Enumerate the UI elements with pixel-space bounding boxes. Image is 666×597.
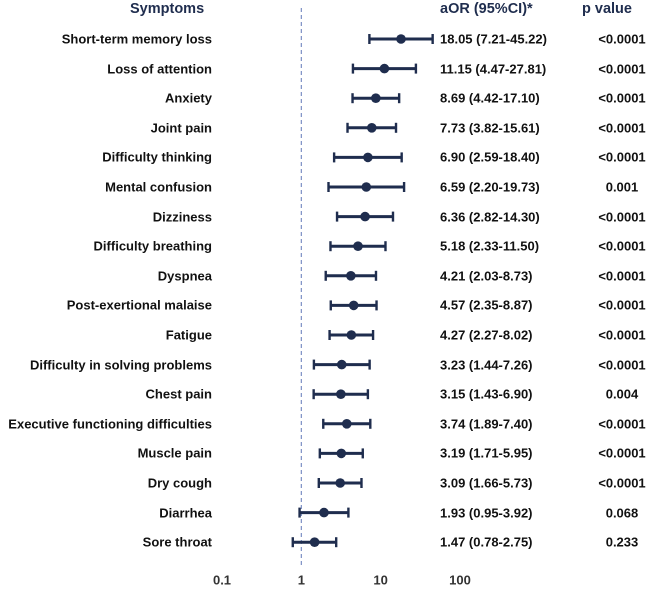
p-value: <0.0001 (598, 238, 646, 254)
p-value-header: p value (582, 1, 632, 17)
aor-ci-value: 6.59 (2.20-19.73) (440, 179, 540, 195)
p-value: 0.004 (605, 386, 639, 402)
p-value: 0.068 (605, 505, 639, 521)
point-estimate (319, 507, 329, 518)
p-value: <0.0001 (598, 31, 646, 47)
point-estimate (335, 478, 346, 488)
symptom-label: Short-term memory loss (61, 31, 212, 47)
aor-ci-value: 3.74 (1.89-7.40) (440, 416, 533, 432)
x-tick-label: 100 (449, 572, 471, 588)
aor-ci-value: 1.47 (0.78-2.75) (440, 534, 533, 550)
p-value: <0.0001 (598, 268, 646, 284)
symptom-label: Loss of attention (107, 61, 212, 77)
aor-ci-value: 11.15 (4.47-27.81) (440, 61, 547, 77)
aor-ci-value: 4.57 (2.35-8.87) (440, 297, 533, 313)
aor-ci-value: 3.19 (1.71-5.95) (440, 445, 533, 461)
p-value: <0.0001 (598, 475, 646, 491)
p-value: <0.0001 (598, 90, 646, 106)
aor-ci-value: 4.21 (2.03-8.73) (440, 268, 533, 284)
point-estimate (366, 123, 377, 133)
point-estimate (348, 300, 359, 311)
p-value: <0.0001 (598, 416, 646, 432)
p-value: 0.233 (605, 534, 639, 550)
symptom-label: Mental confusion (105, 179, 212, 195)
p-value: <0.0001 (598, 445, 646, 461)
p-value: <0.0001 (598, 120, 646, 136)
aor-ci-value: 6.90 (2.59-18.40) (440, 149, 540, 165)
symptom-label: Anxiety (165, 90, 212, 106)
aor-ci-value: 7.73 (3.82-15.61) (440, 120, 540, 136)
aor-ci-value: 1.93 (0.95-3.92) (440, 505, 533, 521)
symptom-label: Diarrhea (159, 505, 212, 521)
point-estimate (341, 419, 352, 429)
aor-ci-value: 6.36 (2.82-14.30) (440, 209, 540, 225)
symptom-label: Dizziness (152, 209, 212, 225)
point-estimate (336, 389, 346, 400)
symptom-label: Fatigue (165, 327, 212, 343)
point-estimate (361, 182, 372, 192)
p-value: <0.0001 (598, 149, 646, 165)
symptoms-header: Symptoms (130, 1, 205, 17)
p-value: <0.0001 (598, 357, 646, 373)
point-estimate (360, 211, 370, 222)
p-value: <0.0001 (598, 61, 646, 77)
point-estimate (353, 241, 363, 251)
point-estimate (346, 330, 357, 340)
p-value: <0.0001 (598, 209, 646, 225)
point-estimate (396, 34, 406, 44)
point-estimate (371, 93, 381, 103)
symptom-label: Difficulty in solving problems (29, 357, 212, 373)
symptom-label: Executive functioning difficulties (8, 416, 212, 432)
aor-ci-value: 4.27 (2.27-8.02) (440, 327, 533, 343)
symptom-label: Dry cough (147, 475, 212, 491)
p-value: 0.001 (605, 179, 639, 195)
aor-header: aOR (95%CI)* (440, 1, 533, 17)
x-tick-label: 1 (297, 572, 305, 588)
point-estimate (309, 537, 320, 547)
point-estimate (379, 63, 390, 74)
point-estimate (363, 152, 373, 163)
aor-ci-value: 5.18 (2.33-11.50) (440, 238, 540, 254)
x-tick-label: 0.1 (212, 572, 232, 588)
symptom-label: Difficulty breathing (93, 238, 212, 254)
p-value: <0.0001 (598, 297, 646, 313)
symptom-label: Chest pain (145, 386, 212, 402)
symptom-label: Post-exertional malaise (66, 297, 212, 313)
aor-ci-value: 3.23 (1.44-7.26) (440, 357, 533, 373)
point-estimate (336, 448, 347, 459)
aor-ci-value: 18.05 (7.21-45.22) (440, 31, 547, 47)
x-tick-label: 10 (373, 572, 388, 588)
symptom-label: Difficulty thinking (102, 149, 212, 165)
symptom-label: Joint pain (150, 120, 212, 136)
aor-ci-value: 8.69 (4.42-17.10) (440, 90, 540, 106)
point-estimate (346, 271, 356, 281)
aor-ci-value: 3.09 (1.66-5.73) (440, 475, 533, 491)
symptom-label: Dyspnea (157, 268, 212, 284)
symptom-label: Sore throat (142, 534, 212, 550)
symptom-label: Muscle pain (137, 445, 212, 461)
point-estimate (336, 359, 347, 370)
p-value: <0.0001 (598, 327, 646, 343)
aor-ci-value: 3.15 (1.43-6.90) (440, 386, 533, 402)
